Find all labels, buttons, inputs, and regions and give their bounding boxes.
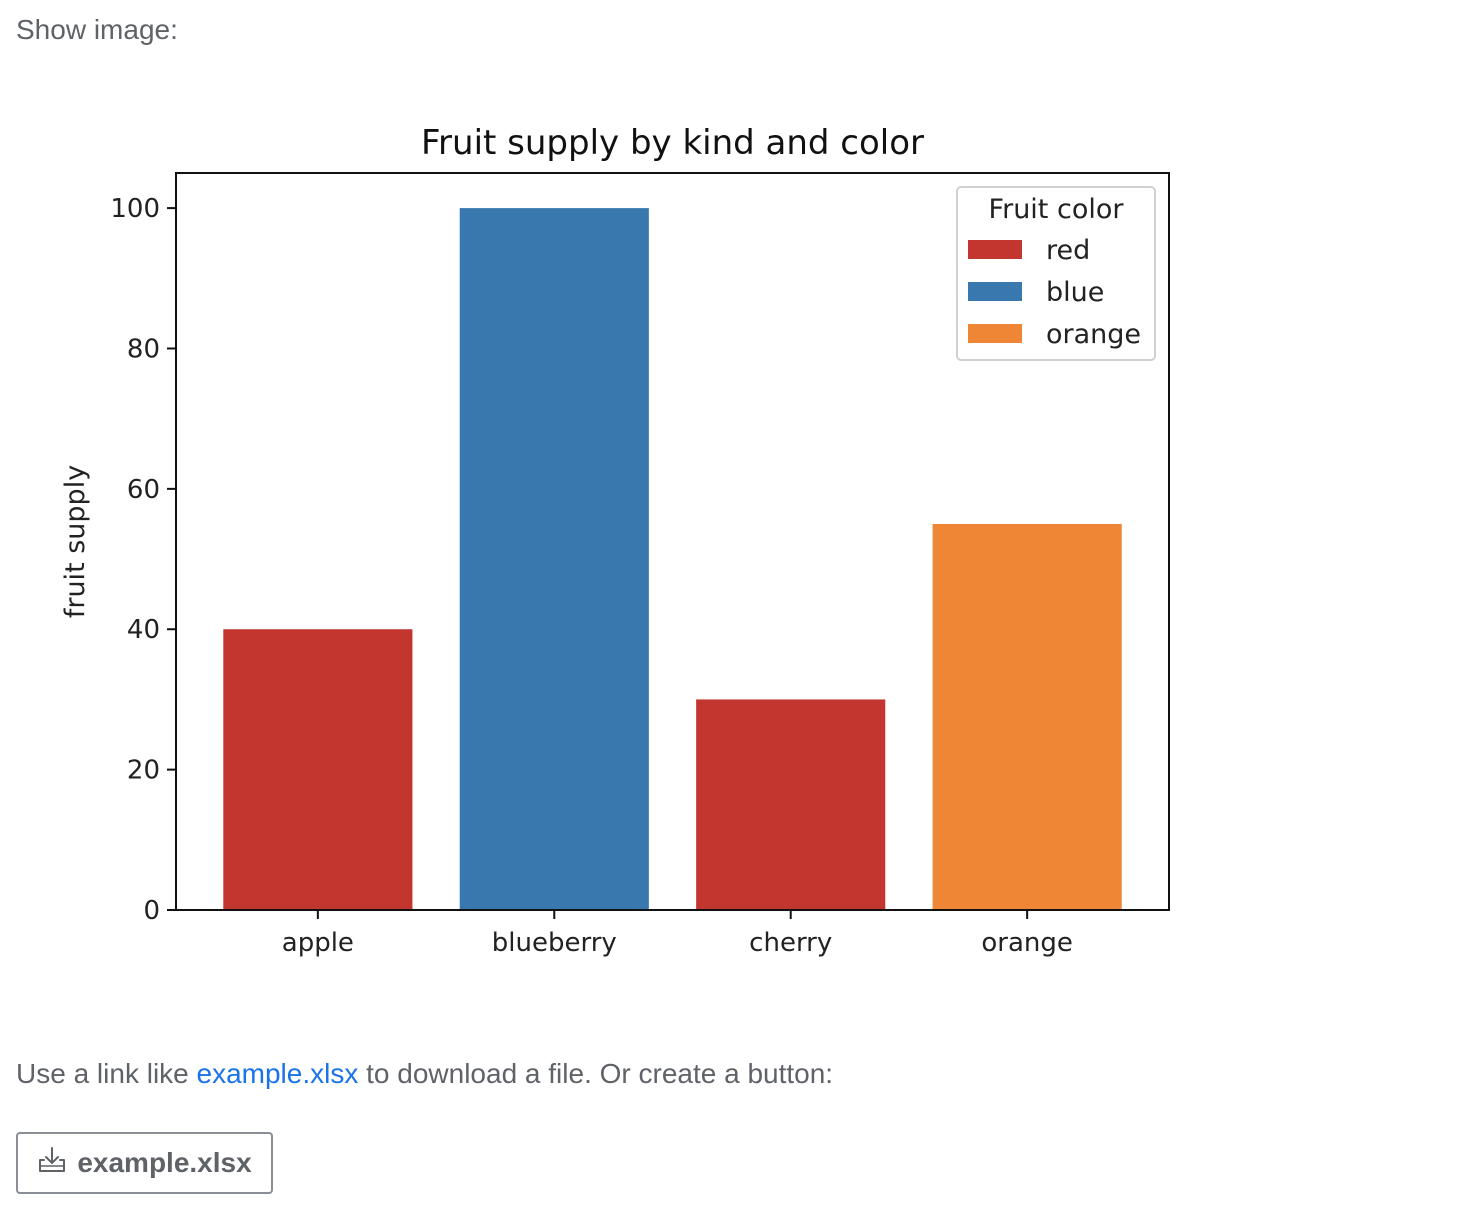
chart-title: Fruit supply by kind and color: [421, 123, 924, 163]
description-suffix: to download a file. Or create a button:: [358, 1058, 834, 1089]
legend-swatch-blue: [968, 282, 1022, 301]
bar-orange: [932, 523, 1122, 910]
x-tick-label: apple: [282, 928, 354, 958]
download-button[interactable]: example.xlsx: [16, 1132, 273, 1194]
legend-label-orange: orange: [1046, 319, 1141, 350]
y-tick-label: 0: [143, 896, 160, 926]
download-button-label: example.xlsx: [77, 1147, 252, 1178]
bars-group: [223, 208, 1122, 911]
legend-swatch-orange: [968, 324, 1022, 343]
legend-title: Fruit color: [989, 194, 1125, 225]
download-description: Use a link like example.xlsx to download…: [16, 1058, 833, 1090]
chart-svg: Fruit supply by kind and color fruit sup…: [60, 123, 1170, 958]
show-image-label: Show image:: [16, 14, 178, 45]
y-tick-label: 40: [127, 615, 160, 645]
legend: Fruit color red blue orange: [956, 186, 1156, 361]
legend-label-red: red: [1046, 235, 1090, 266]
bar-cherry: [696, 699, 886, 910]
x-ticks-group: apple blueberry cherry orange: [282, 910, 1073, 958]
y-axis-label: fruit supply: [60, 465, 91, 618]
y-ticks-group: 0 20 40 60 80 100: [110, 194, 176, 926]
x-tick-label: orange: [981, 928, 1073, 958]
bar-blueberry: [459, 208, 649, 911]
bar-apple: [223, 629, 413, 910]
example-xlsx-link[interactable]: example.xlsx: [196, 1058, 359, 1089]
download-icon: [37, 1146, 67, 1181]
description-prefix: Use a link like: [16, 1058, 197, 1089]
y-tick-label: 20: [127, 756, 160, 786]
legend-box: [956, 186, 1156, 361]
y-tick-label: 100: [110, 194, 160, 224]
fruit-supply-chart: Fruit supply by kind and color fruit sup…: [40, 100, 1200, 980]
legend-label-blue: blue: [1046, 277, 1104, 308]
x-tick-label: cherry: [749, 928, 832, 958]
y-tick-label: 60: [127, 475, 160, 505]
y-tick-label: 80: [127, 334, 160, 364]
plot-frame: [175, 172, 1170, 911]
legend-swatch-red: [968, 240, 1022, 259]
x-tick-label: blueberry: [492, 928, 617, 958]
